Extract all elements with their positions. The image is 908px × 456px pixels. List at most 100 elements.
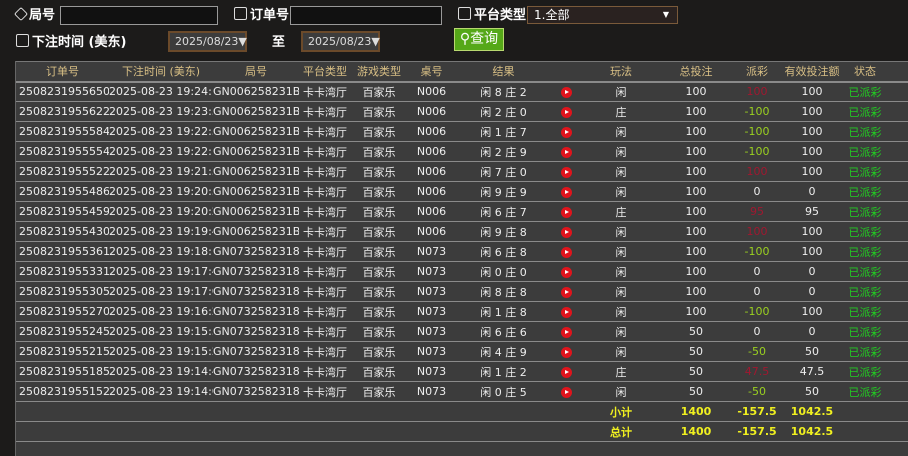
bet-type: 闲 — [581, 221, 661, 242]
replay-cell — [551, 241, 581, 262]
result: 闲 2 庄 0 — [456, 101, 551, 122]
total-bet: 50 — [661, 321, 731, 342]
play-video-icon[interactable] — [560, 266, 572, 278]
search-icon: ⚲ — [459, 31, 471, 47]
bet-type: 庄 — [581, 201, 661, 222]
valid-bet: 100 — [783, 121, 841, 142]
table-no: N073 — [407, 341, 456, 362]
round-id: GN07325823187 — [213, 241, 299, 262]
play-video-icon[interactable] — [560, 126, 572, 138]
game-type: 百家乐 — [351, 81, 407, 102]
empty — [841, 401, 889, 422]
empty — [16, 401, 109, 422]
date-to-select[interactable]: 2025/08/23▼ — [301, 31, 380, 52]
play-video-icon[interactable] — [560, 86, 572, 98]
round-id: GN07325823183 — [213, 321, 299, 342]
round-input[interactable] — [60, 6, 218, 25]
total-bet: 50 — [661, 361, 731, 382]
table-row[interactable]: 2508231955486232025-08-23 19:20:56GN0062… — [16, 181, 908, 202]
replay-cell — [551, 101, 581, 122]
extra — [889, 81, 908, 102]
round-id: GN07325823182 — [213, 341, 299, 362]
table-row[interactable]: 2508231955554462025-08-23 19:22:16GN0062… — [16, 141, 908, 162]
table-row[interactable]: 2508231955459442025-08-23 19:20:20GN0062… — [16, 201, 908, 222]
total-row: 总计 1400 -157.5 1042.5 — [16, 421, 908, 442]
bet-type: 闲 — [581, 161, 661, 182]
extra — [889, 301, 908, 322]
order-id: 250823195518518 — [16, 361, 109, 382]
status: 已派彩 — [841, 301, 889, 322]
order-id: 250823195527042 — [16, 301, 109, 322]
round-id: GN07325823180 — [213, 381, 299, 402]
game-type: 百家乐 — [351, 161, 407, 182]
play-video-icon[interactable] — [560, 306, 572, 318]
bet-time: 2025-08-23 19:22:51 — [109, 121, 213, 142]
orders-table: 订单号 下注时间 (美东) 局号 平台类型 游戏类型 桌号 结果 玩法 总投注 派彩 有效投注额 状态… — [15, 61, 908, 456]
table-row[interactable]: 2508231955522182025-08-23 19:21:38GN0062… — [16, 161, 908, 182]
play-video-icon[interactable] — [560, 206, 572, 218]
table-row[interactable]: 2508231955622592025-08-23 19:23:33GN0062… — [16, 101, 908, 122]
table-row[interactable]: 2508231955430992025-08-23 19:19:46GN0062… — [16, 221, 908, 242]
valid-bet: 0 — [783, 321, 841, 342]
column-header: 派彩 — [731, 61, 783, 83]
table-row[interactable]: 2508231955361372025-08-23 19:18:18GN0732… — [16, 241, 908, 262]
replay-cell — [551, 81, 581, 102]
platform: 卡卡湾厅 — [299, 141, 351, 162]
date-from-select[interactable]: 2025/08/23▼ — [168, 31, 247, 52]
extra — [889, 241, 908, 262]
table-no: N073 — [407, 381, 456, 402]
to-label: 至 — [272, 35, 286, 50]
platform-select[interactable]: 1.全部 ▼ — [527, 6, 678, 24]
play-video-icon[interactable] — [560, 246, 572, 258]
play-video-icon[interactable] — [560, 386, 572, 398]
empty — [299, 421, 351, 442]
play-video-icon[interactable] — [560, 326, 572, 338]
total-bet: 100 — [661, 81, 731, 102]
bet-type: 闲 — [581, 261, 661, 282]
table-row[interactable]: 2508231955245692025-08-23 19:15:55GN0732… — [16, 321, 908, 342]
bet-type: 闲 — [581, 341, 661, 362]
play-video-icon[interactable] — [560, 166, 572, 178]
table-no: N006 — [407, 101, 456, 122]
table-row[interactable]: 2508231955152382025-08-23 19:14:01GN0732… — [16, 381, 908, 402]
play-video-icon[interactable] — [560, 146, 572, 158]
play-video-icon[interactable] — [560, 366, 572, 378]
valid-bet: 100 — [783, 161, 841, 182]
order-input[interactable] — [290, 6, 442, 25]
play-video-icon[interactable] — [560, 226, 572, 238]
empty — [456, 401, 551, 422]
table-no: N006 — [407, 161, 456, 182]
empty — [841, 421, 889, 442]
total-bet: 1400 — [661, 421, 731, 442]
payout: 95 — [731, 201, 783, 222]
table-no: N006 — [407, 141, 456, 162]
table-row[interactable]: 2508231955305852025-08-23 19:17:08GN0732… — [16, 281, 908, 302]
play-video-icon[interactable] — [560, 286, 572, 298]
table-row[interactable]: 2508231955270422025-08-23 19:16:29GN0732… — [16, 301, 908, 322]
play-video-icon[interactable] — [560, 106, 572, 118]
status: 已派彩 — [841, 281, 889, 302]
status: 已派彩 — [841, 181, 889, 202]
column-header: 游戏类型 — [351, 61, 407, 83]
query-button[interactable]: ⚲查询 — [454, 28, 504, 51]
table-no: N006 — [407, 221, 456, 242]
empty — [109, 401, 213, 422]
table-row[interactable]: 2508231955185182025-08-23 19:14:41GN0732… — [16, 361, 908, 382]
calendar-icon — [16, 34, 29, 47]
bet-time: 2025-08-23 19:20:56 — [109, 181, 213, 202]
replay-cell — [551, 321, 581, 342]
table-row[interactable]: 2508231955215192025-08-23 19:15:20GN0732… — [16, 341, 908, 362]
replay-cell — [551, 201, 581, 222]
play-video-icon[interactable] — [560, 186, 572, 198]
payout: -100 — [731, 241, 783, 262]
table-row[interactable]: 2508231955331072025-08-23 19:17:42GN0732… — [16, 261, 908, 282]
bet-time: 2025-08-23 19:17:42 — [109, 261, 213, 282]
bet-type: 庄 — [581, 101, 661, 122]
table-row[interactable]: 2508231955584822025-08-23 19:22:51GN0062… — [16, 121, 908, 142]
play-video-icon[interactable] — [560, 346, 572, 358]
table-row[interactable]: 2508231955650702025-08-23 19:24:10GN0062… — [16, 81, 908, 102]
payout: -50 — [731, 341, 783, 362]
result: 闲 9 庄 9 — [456, 181, 551, 202]
extra — [889, 141, 908, 162]
round-id: GN07325823181 — [213, 361, 299, 382]
